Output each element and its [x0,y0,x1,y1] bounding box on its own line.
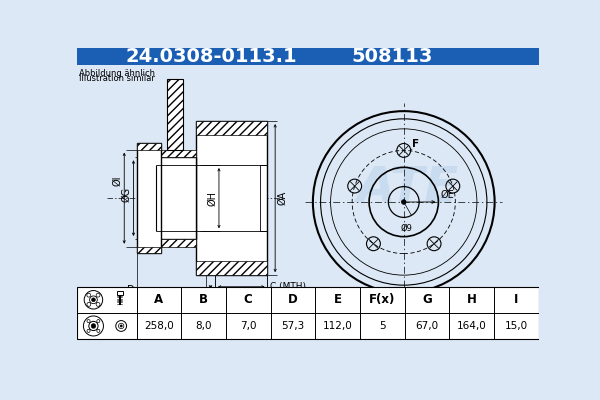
Text: A: A [154,293,163,306]
Bar [149,239,196,247]
Circle shape [91,324,96,328]
Text: 15,0: 15,0 [505,321,528,331]
Text: H: H [467,293,476,306]
Bar [196,121,268,275]
Bar [196,261,268,275]
Text: 8,0: 8,0 [196,321,212,331]
Bar [196,121,268,135]
Text: G: G [422,293,432,306]
Bar [137,247,161,253]
Text: ATE: ATE [183,187,262,225]
Text: 164,0: 164,0 [457,321,487,331]
Text: 57,3: 57,3 [281,321,304,331]
Text: ØG: ØG [122,187,131,202]
Text: 7,0: 7,0 [240,321,256,331]
Text: B: B [207,294,214,304]
Text: F(x): F(x) [369,293,395,306]
Text: 24.0308-0113.1: 24.0308-0113.1 [125,47,297,66]
Bar [137,144,161,253]
Circle shape [92,298,95,302]
Text: I: I [514,293,518,306]
Text: 258,0: 258,0 [144,321,174,331]
Text: 5: 5 [379,321,386,331]
Text: Ø9: Ø9 [400,224,412,232]
Text: ØE: ØE [441,190,454,200]
Bar [137,144,161,150]
Bar [116,291,122,295]
Text: B: B [199,293,208,306]
Text: F: F [412,139,419,149]
Text: 67,0: 67,0 [415,321,439,331]
Circle shape [401,200,406,204]
Text: Abbildung ähnlich: Abbildung ähnlich [79,69,155,78]
Text: ATE: ATE [356,164,459,212]
Text: Illustration similar: Illustration similar [79,74,155,83]
Bar [149,157,196,239]
Text: ØH: ØH [208,191,218,206]
Text: C (MTH): C (MTH) [270,282,306,291]
Bar [149,150,196,157]
Text: ØI: ØI [112,176,122,186]
Bar [167,79,183,150]
Text: D: D [288,293,298,306]
Text: C: C [244,293,253,306]
Bar [77,48,539,65]
Text: E: E [334,293,341,306]
Text: ØA: ØA [277,191,287,205]
Bar [77,287,539,339]
Text: D: D [127,285,134,295]
Text: 112,0: 112,0 [323,321,352,331]
Text: 508113: 508113 [352,47,433,66]
Circle shape [120,325,122,327]
